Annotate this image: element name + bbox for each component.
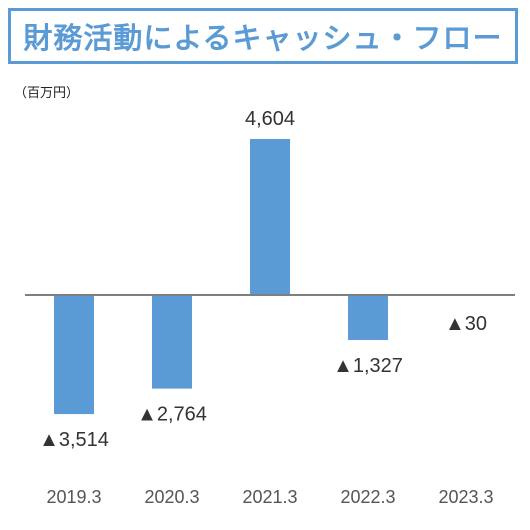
chart-title-box: 財務活動によるキャッシュ・フロー (8, 8, 518, 64)
bar-2019.3 (54, 295, 94, 415)
x-tick-label-2021.3: 2021.3 (242, 487, 297, 507)
data-label-2019.3: ▲3,514 (39, 429, 109, 451)
x-tick-label-2019.3: 2019.3 (46, 487, 101, 507)
chart-title: 財務活動によるキャッシュ・フロー (23, 21, 503, 55)
data-label-2023.3: ▲30 (445, 313, 487, 335)
data-label-2020.3: ▲2,764 (137, 404, 207, 426)
x-tick-label-2020.3: 2020.3 (144, 487, 199, 507)
bar-2022.3 (348, 295, 388, 340)
data-label-2022.3: ▲1,327 (333, 355, 403, 377)
x-tick-label-2022.3: 2022.3 (340, 487, 395, 507)
data-label-2021.3: 4,604 (245, 108, 295, 130)
x-tick-label-2023.3: 2023.3 (438, 487, 493, 507)
unit-label: （百万円） (14, 86, 80, 101)
bar-2021.3 (250, 139, 290, 295)
bar-2020.3 (152, 295, 192, 389)
